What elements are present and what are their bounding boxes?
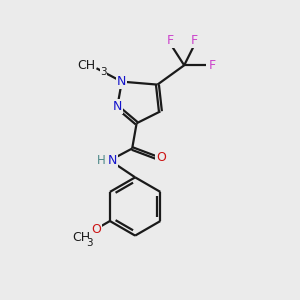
Text: 3: 3 xyxy=(100,67,106,77)
Text: F: F xyxy=(208,59,215,72)
Text: N: N xyxy=(108,154,117,167)
Text: CH: CH xyxy=(77,59,95,72)
Text: O: O xyxy=(91,223,101,236)
Text: O: O xyxy=(156,151,166,164)
Text: N: N xyxy=(112,100,122,113)
Text: N: N xyxy=(117,75,127,88)
Text: F: F xyxy=(167,34,174,47)
Text: CH: CH xyxy=(73,231,91,244)
Text: 3: 3 xyxy=(86,238,93,248)
Text: H: H xyxy=(97,154,106,167)
Text: F: F xyxy=(191,34,198,47)
